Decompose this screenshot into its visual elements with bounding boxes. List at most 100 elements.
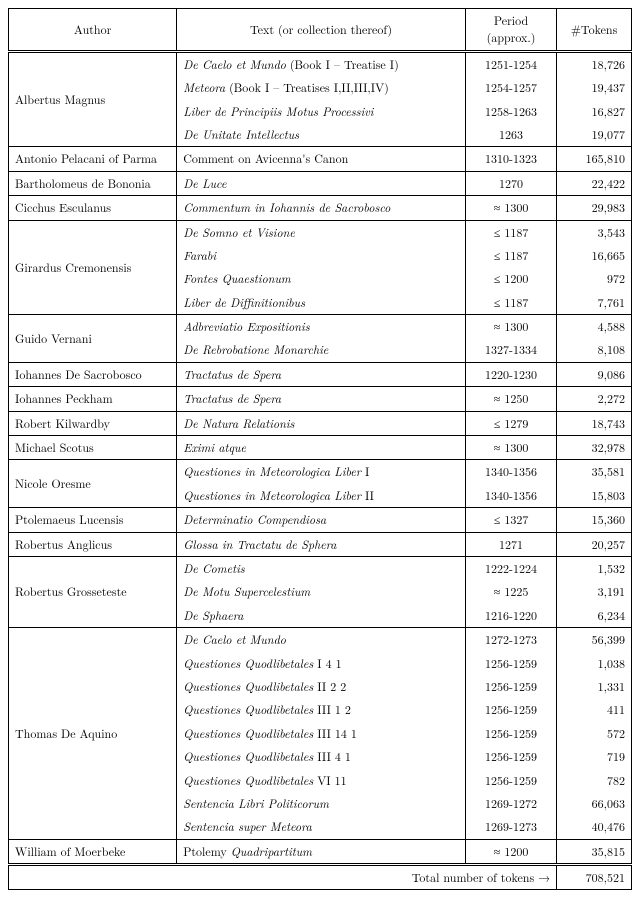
period-cell: ≤ 1187 <box>465 244 556 267</box>
text-cell: Adbreviatio Expositionis <box>177 315 466 339</box>
tokens-cell: 165,810 <box>557 147 632 171</box>
footer-label: Total number of tokens → <box>9 865 557 890</box>
text-cell: Liber de Principiis Motus Processivi <box>177 100 466 123</box>
table-row: Nicole OresmeQuestiones in Meteorologica… <box>9 460 632 484</box>
author-cell: Ptolemaeus Lucensis <box>9 508 177 532</box>
tokens-cell: 782 <box>557 769 632 792</box>
tokens-cell: 22,422 <box>557 171 632 195</box>
text-cell: De Natura Relationis <box>177 411 466 435</box>
text-cell: De Rebrobatione Monarchie <box>177 338 466 362</box>
tokens-cell: 972 <box>557 267 632 290</box>
text-cell: Questiones Quodlibetales I 4 1 <box>177 652 466 675</box>
author-cell: Michael Scotus <box>9 436 177 460</box>
period-cell: ≈ 1225 <box>465 580 556 603</box>
period-cell: 1271 <box>465 532 556 556</box>
text-cell: Commentum in Iohannis de Sacrobosco <box>177 196 466 220</box>
period-cell: 1340-1356 <box>465 484 556 508</box>
tokens-cell: 16,827 <box>557 100 632 123</box>
period-cell: ≤ 1200 <box>465 267 556 290</box>
period-cell: 1256-1259 <box>465 769 556 792</box>
author-cell: Bartholomeus de Bononia <box>9 171 177 195</box>
header-text: Text (or collection thereof) <box>177 9 466 52</box>
tokens-cell: 4,588 <box>557 315 632 339</box>
period-cell: 1327-1334 <box>465 338 556 362</box>
period-cell: 1251-1254 <box>465 51 556 76</box>
author-cell: Antonio Pelacani of Parma <box>9 147 177 171</box>
table-row: Cicchus EsculanusCommentum in Iohannis d… <box>9 196 632 220</box>
author-cell: Robertus Grosseteste <box>9 556 177 627</box>
tokens-cell: 20,257 <box>557 532 632 556</box>
period-cell: 1256-1259 <box>465 745 556 768</box>
author-cell: Guido Vernani <box>9 315 177 363</box>
header-author: Author <box>9 9 177 52</box>
text-cell: Questiones Quodlibetales III 4 1 <box>177 745 466 768</box>
text-cell: Questiones Quodlibetales VI 11 <box>177 769 466 792</box>
period-cell: ≤ 1279 <box>465 411 556 435</box>
text-cell: De Sphaera <box>177 604 466 628</box>
tokens-cell: 572 <box>557 722 632 745</box>
tokens-cell: 9,086 <box>557 362 632 386</box>
period-cell: 1256-1259 <box>465 675 556 698</box>
table-header: Author Text (or collection thereof) Peri… <box>9 9 632 52</box>
tokens-cell: 29,983 <box>557 196 632 220</box>
table-body: Albertus MagnusDe Caelo et Mundo (Book I… <box>9 51 632 864</box>
text-cell: Questiones in Meteorologica Liber II <box>177 484 466 508</box>
author-cell: Iohannes Peckham <box>9 387 177 411</box>
period-cell: 1269-1273 <box>465 815 556 839</box>
text-cell: Ptolemy Quadripartitum <box>177 839 466 864</box>
author-cell: Iohannes De Sacrobosco <box>9 362 177 386</box>
text-cell: Fontes Quaestionum <box>177 267 466 290</box>
period-cell: ≤ 1187 <box>465 220 556 244</box>
tokens-cell: 15,803 <box>557 484 632 508</box>
period-cell: ≤ 1327 <box>465 508 556 532</box>
period-cell: 1216-1220 <box>465 604 556 628</box>
tokens-cell: 18,726 <box>557 51 632 76</box>
text-cell: Glossa in Tractatu de Sphera <box>177 532 466 556</box>
period-cell: 1256-1259 <box>465 652 556 675</box>
text-cell: Eximi atque <box>177 436 466 460</box>
text-cell: De Somno et Visione <box>177 220 466 244</box>
table-row: Robertus GrossetesteDe Cometis1222-12241… <box>9 556 632 580</box>
author-cell: Nicole Oresme <box>9 460 177 508</box>
period-cell: 1256-1259 <box>465 722 556 745</box>
period-cell: 1263 <box>465 123 556 147</box>
text-cell: Comment on Avicenna's Canon <box>177 147 466 171</box>
period-cell: 1272-1273 <box>465 628 556 652</box>
table-row: Thomas De AquinoDe Caelo et Mundo1272-12… <box>9 628 632 652</box>
tokens-cell: 3,191 <box>557 580 632 603</box>
text-cell: Farabi <box>177 244 466 267</box>
tokens-cell: 16,665 <box>557 244 632 267</box>
period-cell: 1256-1259 <box>465 698 556 721</box>
text-cell: Questiones Quodlibetales II 2 2 <box>177 675 466 698</box>
tokens-cell: 40,476 <box>557 815 632 839</box>
author-cell: Cicchus Esculanus <box>9 196 177 220</box>
period-cell: ≈ 1250 <box>465 387 556 411</box>
period-cell: ≤ 1187 <box>465 291 556 315</box>
period-cell: 1270 <box>465 171 556 195</box>
text-cell: Meteora (Book I – Treatises I,II,III,IV) <box>177 76 466 99</box>
table-row: Iohannes De SacroboscoTractatus de Spera… <box>9 362 632 386</box>
tokens-cell: 6,234 <box>557 604 632 628</box>
tokens-cell: 1,038 <box>557 652 632 675</box>
text-cell: Questiones Quodlibetales III 1 2 <box>177 698 466 721</box>
period-cell: ≈ 1300 <box>465 315 556 339</box>
period-cell: 1340-1356 <box>465 460 556 484</box>
author-cell: Girardus Cremonensis <box>9 220 177 315</box>
text-cell: Tractatus de Spera <box>177 362 466 386</box>
tokens-cell: 19,077 <box>557 123 632 147</box>
table-row: Antonio Pelacani of ParmaComment on Avic… <box>9 147 632 171</box>
footer-row: Total number of tokens → 708,521 <box>9 865 632 890</box>
author-cell: William of Moerbeke <box>9 839 177 864</box>
table-row: Robertus AnglicusGlossa in Tractatu de S… <box>9 532 632 556</box>
text-cell: Tractatus de Spera <box>177 387 466 411</box>
text-cell: De Caelo et Mundo <box>177 628 466 652</box>
text-cell: De Unitate Intellectus <box>177 123 466 147</box>
text-cell: De Cometis <box>177 556 466 580</box>
text-cell: Questiones Quodlibetales III 14 1 <box>177 722 466 745</box>
text-cell: Questiones in Meteorologica Liber I <box>177 460 466 484</box>
tokens-cell: 35,815 <box>557 839 632 864</box>
table-row: William of MoerbekePtolemy Quadripartitu… <box>9 839 632 864</box>
tokens-cell: 8,108 <box>557 338 632 362</box>
tokens-cell: 15,360 <box>557 508 632 532</box>
table-row: Iohannes PeckhamTractatus de Spera≈ 1250… <box>9 387 632 411</box>
